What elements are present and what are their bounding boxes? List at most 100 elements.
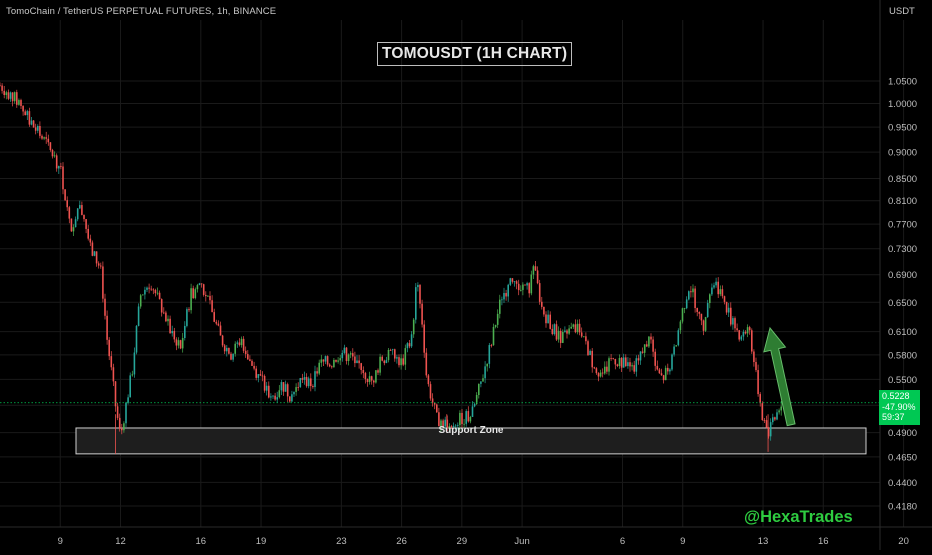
candle-body xyxy=(385,360,388,364)
candle-body xyxy=(114,381,117,407)
candle-body xyxy=(211,300,213,313)
symbol-header: TomoChain / TetherUS PERPETUAL FUTURES, … xyxy=(6,6,277,17)
x-tick-label: 9 xyxy=(58,536,63,547)
candle-body xyxy=(635,358,638,372)
candle-body xyxy=(713,285,715,288)
candle-body xyxy=(532,266,535,275)
candle-body xyxy=(551,328,554,335)
candle-body xyxy=(293,391,295,395)
support-zone-box xyxy=(75,427,867,455)
candle-body xyxy=(205,294,207,297)
candle-body xyxy=(41,135,43,139)
candle-body xyxy=(236,342,239,344)
candle-body xyxy=(391,349,394,351)
candle-body xyxy=(276,397,278,400)
candle-body xyxy=(526,283,528,286)
candle-body xyxy=(557,330,560,340)
candle-body xyxy=(639,351,642,361)
candle-body xyxy=(184,325,186,338)
candle-body xyxy=(0,85,1,87)
x-tick-label: 6 xyxy=(620,536,625,547)
candle-body xyxy=(753,351,755,363)
candle-body xyxy=(677,330,680,346)
candle-body xyxy=(328,364,331,367)
candle-body xyxy=(669,369,671,372)
candle-body xyxy=(337,360,339,362)
candle-body xyxy=(303,377,306,380)
candle-body xyxy=(446,419,449,429)
candle-body xyxy=(681,308,684,322)
candle-body xyxy=(457,425,459,426)
x-tick-label: 23 xyxy=(336,536,347,547)
candle-body xyxy=(91,242,94,256)
candle-body xyxy=(566,330,568,334)
candle-body xyxy=(664,367,667,381)
candle-body xyxy=(121,428,123,431)
candle-body xyxy=(295,387,297,392)
candle-body xyxy=(127,397,129,403)
candle-body xyxy=(305,377,308,387)
candle-body xyxy=(160,299,163,313)
candle-body xyxy=(291,394,293,402)
candle-body xyxy=(702,320,705,331)
candle-body xyxy=(217,323,220,326)
candle-body xyxy=(370,376,373,381)
candle-body xyxy=(213,312,215,322)
candle-countdown: 59:37 xyxy=(882,412,905,422)
y-tick-label: 0.5800 xyxy=(888,350,917,361)
candle-body xyxy=(108,339,110,357)
candle-body xyxy=(324,356,327,362)
candle-body xyxy=(251,360,253,366)
candle-body xyxy=(690,291,692,293)
candle-body xyxy=(463,423,465,425)
candle-body xyxy=(633,365,635,372)
candle-body xyxy=(5,92,8,96)
candle-body xyxy=(58,166,60,169)
candle-body xyxy=(671,354,673,370)
candle-body xyxy=(492,326,495,346)
y-tick-label: 0.4650 xyxy=(888,452,917,463)
candle-body xyxy=(72,227,75,232)
candle-body xyxy=(591,350,593,368)
candle-body xyxy=(364,373,367,380)
candle-body xyxy=(253,365,255,369)
candle-body xyxy=(373,380,375,383)
candle-body xyxy=(727,307,730,313)
candle-body xyxy=(757,370,759,395)
candle-body xyxy=(24,111,26,116)
y-tick-label: 0.8100 xyxy=(888,196,917,207)
candle-body xyxy=(631,365,633,367)
candle-body xyxy=(759,394,761,404)
candle-body xyxy=(696,308,698,312)
candle-body xyxy=(301,378,304,380)
candle-body xyxy=(482,378,484,382)
candle-body xyxy=(650,336,652,340)
candle-body xyxy=(51,150,54,157)
candle-body xyxy=(740,336,743,340)
candle-body xyxy=(774,417,776,420)
candle-body xyxy=(244,350,247,355)
candle-body xyxy=(511,278,514,282)
candle-body xyxy=(18,100,20,105)
candle-body xyxy=(333,359,335,368)
candle-body xyxy=(68,207,71,219)
candle-body xyxy=(259,374,262,376)
candle-body xyxy=(730,307,732,325)
candle-body xyxy=(412,319,415,335)
x-tick-label: 16 xyxy=(818,536,829,547)
candle-body xyxy=(154,290,157,294)
candle-body xyxy=(553,324,556,335)
up-arrow-icon xyxy=(763,326,796,427)
candle-body xyxy=(55,155,58,169)
candle-body xyxy=(444,419,446,427)
candle-body xyxy=(110,356,113,368)
candle-body xyxy=(593,367,596,369)
candle-body xyxy=(715,281,717,286)
candle-body xyxy=(165,312,167,322)
candle-body xyxy=(16,92,18,105)
candle-body xyxy=(354,356,356,364)
candle-body xyxy=(148,287,150,289)
candle-body xyxy=(257,374,260,378)
